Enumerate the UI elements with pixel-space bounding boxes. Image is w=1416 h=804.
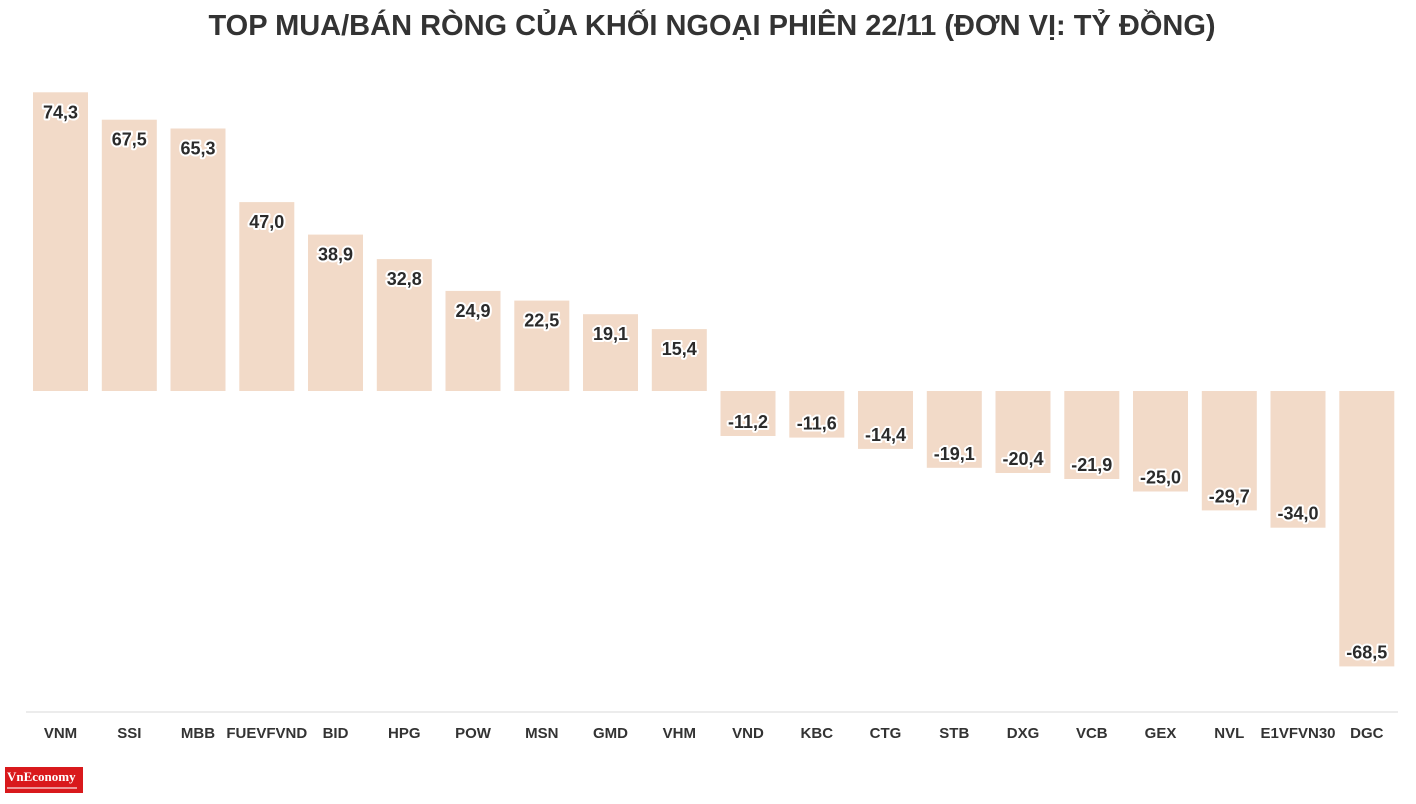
- bar-kbc: [789, 391, 845, 438]
- vneconomy-logo: VnEconomy: [5, 767, 83, 793]
- data-labels-layer: 74,3 67,5 65,3 47,0 38,9 32,8 24,9 22,5 19,1 15,4…: [41, 100, 1389, 664]
- data-label-dgc: -68,5: [1346, 642, 1387, 662]
- bar-msn: [514, 300, 570, 391]
- data-label-pow: 24,9: [455, 301, 490, 321]
- data-label-ssi: 67,5: [112, 130, 147, 150]
- data-label-ctg: -14,4: [865, 425, 906, 445]
- data-label-vnd: -11,2: [728, 412, 768, 432]
- chart-title: TOP MUA/BÁN RÒNG CỦA KHỐI NGOẠI PHIÊN 22…: [208, 10, 1216, 42]
- tick-label-ssi: SSI: [117, 725, 141, 742]
- data-label-vnm: 74,3: [43, 102, 78, 122]
- data-label-vhm: 15,4: [662, 339, 697, 359]
- bar-ssi: [101, 119, 157, 391]
- tick-label-kbc: KBC: [801, 725, 834, 742]
- tick-label-mbb: MBB: [181, 725, 215, 742]
- tick-label-vnm: VNM: [44, 725, 77, 742]
- data-label-mbb: 65,3: [180, 139, 215, 159]
- tick-label-bid: BID: [323, 725, 349, 742]
- bar-mbb: [170, 128, 226, 391]
- data-label-gmd: 19,1: [593, 324, 628, 344]
- data-label-bid: 38,9: [318, 245, 353, 265]
- tick-label-nvl: NVL: [1214, 725, 1244, 742]
- data-label-stb: -19,1: [934, 444, 975, 464]
- bar-bid: [308, 234, 363, 391]
- logo-tagline-line: [7, 787, 77, 789]
- x-axis-tick-labels: VNM SSI MBB FUEVFVND BID HPG POW MSN GMD VHM VND KB…: [44, 725, 1384, 742]
- data-label-dxg: -20,4: [1002, 449, 1043, 469]
- bar-dxg: [995, 391, 1051, 473]
- data-label-fuevfvnd: 47,0: [249, 212, 284, 232]
- tick-label-stb: STB: [939, 725, 969, 742]
- tick-label-msn: MSN: [525, 725, 558, 742]
- data-label-vcb: -21,9: [1071, 455, 1112, 475]
- tick-label-ctg: CTG: [870, 725, 902, 742]
- data-label-msn: 22,5: [524, 311, 559, 331]
- tick-label-vcb: VCB: [1076, 725, 1108, 742]
- tick-label-gex: GEX: [1145, 725, 1177, 742]
- bar-vcb: [1064, 391, 1120, 479]
- tick-label-vnd: VND: [732, 725, 764, 742]
- data-label-gex: -25,0: [1140, 468, 1181, 488]
- tick-label-fuevfvnd: FUEVFVND: [226, 725, 307, 742]
- bar-gex: [1133, 391, 1188, 492]
- bar-dgc: [1339, 391, 1395, 667]
- data-label-hpg: 32,8: [387, 269, 422, 289]
- bar-hpg: [376, 259, 432, 391]
- bar-vhm: [651, 329, 707, 391]
- tick-label-hpg: HPG: [388, 725, 421, 742]
- bar-pow: [445, 290, 501, 391]
- bar-vnm: [33, 92, 88, 392]
- tick-label-vhm: VHM: [663, 725, 696, 742]
- bar-fuevfvnd: [239, 202, 295, 391]
- data-label-kbc: -11,6: [797, 414, 837, 434]
- tick-label-gmd: GMD: [593, 725, 628, 742]
- logo-text: VnEconomy: [7, 769, 76, 784]
- bars-layer: [33, 92, 1395, 667]
- bar-ctg: [858, 391, 913, 449]
- tick-label-pow: POW: [455, 725, 492, 742]
- data-label-e1vfvn30: -34,0: [1277, 504, 1318, 524]
- bar-gmd: [583, 314, 638, 391]
- data-label-nvl: -29,7: [1209, 486, 1250, 506]
- bar-nvl: [1201, 391, 1257, 511]
- bar-vnd: [720, 391, 776, 436]
- bar-stb: [926, 391, 982, 468]
- bar-e1vfvn30: [1270, 391, 1326, 528]
- tick-label-dgc: DGC: [1350, 725, 1384, 742]
- tick-label-e1vfvn30: E1VFVN30: [1260, 725, 1335, 742]
- tick-label-dxg: DXG: [1007, 725, 1040, 742]
